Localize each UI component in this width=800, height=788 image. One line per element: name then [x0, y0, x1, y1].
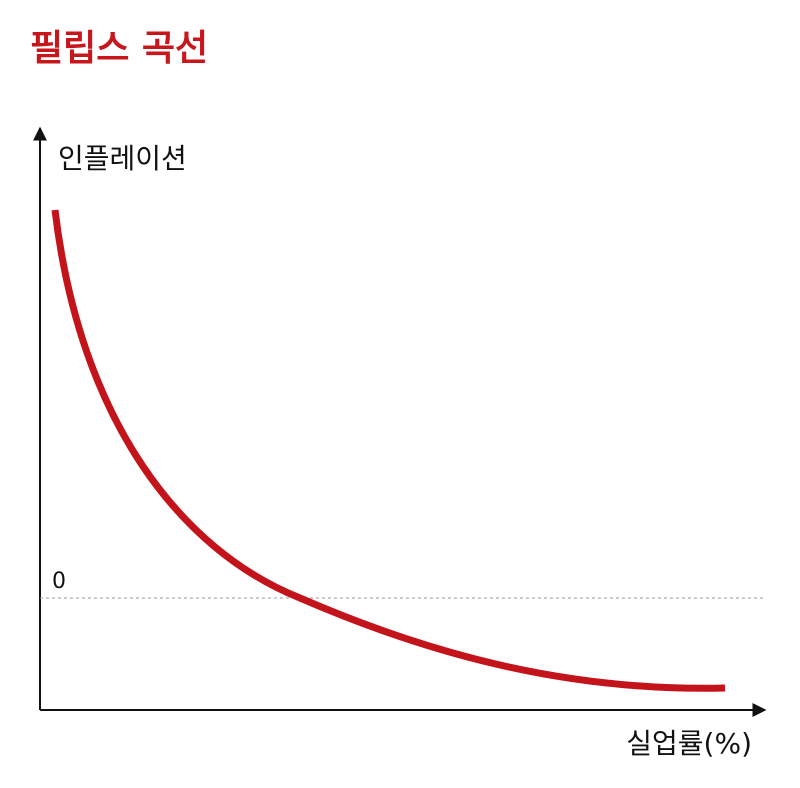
- phillips-curve: [51, 209, 726, 692]
- title: 필립스 곡선: [30, 28, 208, 69]
- zero-label: 0: [52, 569, 66, 594]
- y-axis-label: 인플레이션: [58, 142, 187, 175]
- x-axis-label: 실업률(%): [626, 727, 752, 760]
